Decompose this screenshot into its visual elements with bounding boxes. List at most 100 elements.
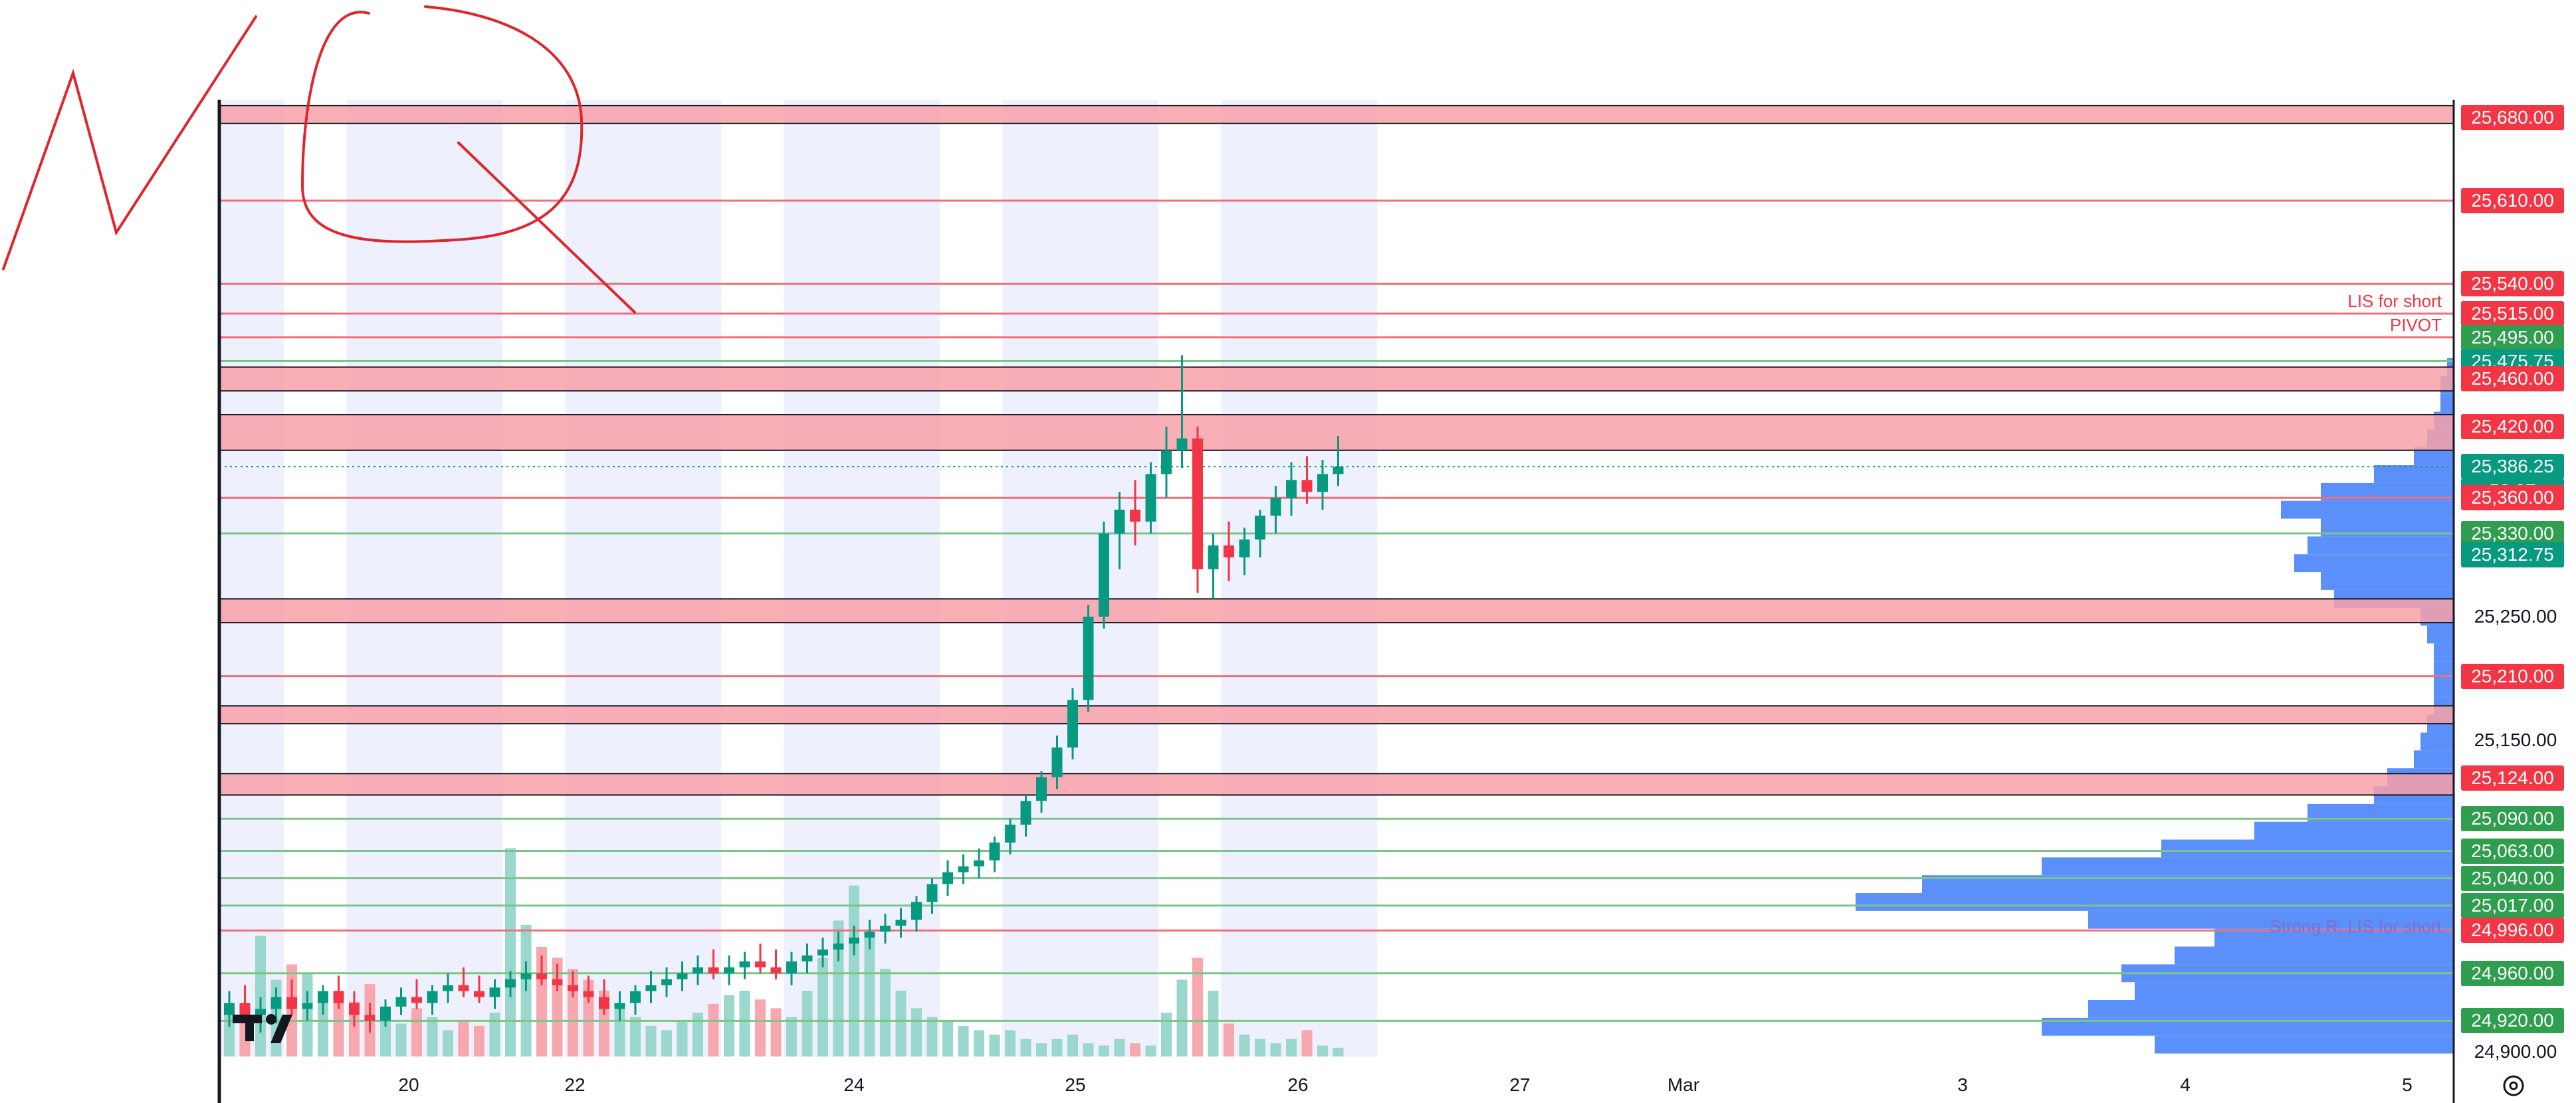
session-band bbox=[784, 100, 940, 1056]
volume-bar bbox=[1051, 1039, 1063, 1056]
volume-bar bbox=[255, 936, 266, 1056]
candle-body bbox=[880, 926, 891, 932]
volume-bar bbox=[974, 1030, 984, 1056]
volume-bar bbox=[802, 991, 813, 1056]
time-axis: 20 22 24 25 26 27 Mar 3 4 5 bbox=[398, 1074, 2412, 1095]
volume-bar bbox=[911, 1008, 922, 1056]
candle-body bbox=[1145, 474, 1156, 522]
zone-box bbox=[219, 598, 2454, 624]
candle-body bbox=[505, 979, 516, 988]
candle-body bbox=[1099, 533, 1109, 617]
candle-body bbox=[568, 985, 578, 991]
profile-bar bbox=[2135, 982, 2454, 1001]
volume-bar bbox=[849, 885, 859, 1056]
candle-body bbox=[536, 973, 547, 979]
hand-drawn-loop bbox=[300, 5, 584, 243]
price-label: 25,386.25 bbox=[2461, 454, 2564, 480]
candle-body bbox=[1301, 480, 1313, 492]
price-label: 25,460.00 bbox=[2461, 366, 2564, 392]
volume-bar bbox=[458, 1021, 469, 1056]
volume-bar bbox=[1020, 1039, 1031, 1056]
volume-bar bbox=[333, 991, 344, 1056]
candle-body bbox=[1161, 450, 1172, 474]
volume-bar bbox=[489, 1013, 500, 1056]
candle-body bbox=[1208, 545, 1219, 569]
volume-bar bbox=[1130, 1043, 1140, 1056]
price-label: 24,960.00 bbox=[2461, 960, 2564, 986]
volume-bar bbox=[1145, 1045, 1156, 1056]
profile-bar bbox=[2042, 857, 2454, 876]
price-label: 25,017.00 bbox=[2461, 892, 2564, 918]
volume-bar bbox=[380, 1013, 391, 1056]
candle-body bbox=[989, 843, 1000, 860]
candle-body bbox=[395, 997, 407, 1007]
price-label: 25,610.00 bbox=[2461, 188, 2564, 214]
x-tick-label: 27 bbox=[1509, 1074, 1530, 1095]
candle-body bbox=[770, 967, 782, 973]
candle-body bbox=[1005, 825, 1016, 843]
chart-annotation: Strong R, LIS for short bbox=[2270, 916, 2442, 936]
candle-body bbox=[270, 997, 282, 1009]
candle-body bbox=[318, 991, 328, 1003]
volume-bar bbox=[786, 1017, 797, 1056]
volume-bar bbox=[427, 1017, 438, 1056]
candle-body bbox=[926, 884, 938, 902]
volume-bar bbox=[958, 1025, 969, 1056]
candle-body bbox=[552, 979, 563, 985]
candle-body bbox=[817, 950, 828, 955]
y-tick-label: 25,250.00 bbox=[2474, 606, 2557, 627]
drawing-annotation bbox=[2, 5, 636, 314]
price-label: 25,515.00 bbox=[2461, 300, 2564, 326]
candle-body bbox=[864, 932, 875, 938]
candle-body bbox=[833, 944, 844, 950]
price-label: 25,063.00 bbox=[2461, 838, 2564, 864]
candle-body bbox=[583, 991, 594, 997]
volume-bar bbox=[318, 995, 328, 1056]
volume-bar bbox=[1176, 979, 1188, 1056]
session-band bbox=[565, 100, 722, 1056]
candle-body bbox=[755, 961, 766, 967]
level-lines bbox=[219, 199, 2454, 1022]
volume-bar bbox=[1270, 1043, 1281, 1056]
volume-bar bbox=[1036, 1043, 1047, 1056]
profile-bar bbox=[2374, 465, 2454, 483]
candle-body bbox=[411, 997, 422, 1003]
session-band bbox=[1002, 100, 1159, 1056]
candle-body bbox=[895, 920, 907, 926]
candle-body bbox=[614, 1003, 625, 1009]
price-label: 25,090.00 bbox=[2461, 806, 2564, 832]
chart-annotation: PIVOT bbox=[2389, 314, 2442, 335]
volume-bar bbox=[708, 1003, 719, 1056]
candle-body bbox=[645, 985, 657, 991]
candle-body bbox=[1067, 700, 1078, 748]
volume-bar bbox=[1317, 1045, 1328, 1056]
volume-bar bbox=[724, 995, 734, 1056]
profile-bar bbox=[2440, 393, 2454, 412]
volume-bar bbox=[926, 1017, 938, 1056]
price-label: 25,540.00 bbox=[2461, 271, 2564, 297]
x-tick-label: Mar bbox=[1667, 1074, 1699, 1095]
volume-bar bbox=[1083, 1043, 1094, 1056]
candle-body bbox=[286, 997, 297, 1009]
x-tick-label: 24 bbox=[843, 1074, 864, 1095]
profile-bar bbox=[2427, 625, 2454, 644]
candle-body bbox=[708, 967, 719, 973]
volume-profile bbox=[1856, 358, 2454, 1054]
candle-body bbox=[1083, 617, 1094, 700]
settings-gear-icon[interactable] bbox=[2503, 1075, 2524, 1096]
volume-bar bbox=[1099, 1045, 1109, 1056]
candle-body bbox=[786, 961, 797, 973]
volume-bar bbox=[833, 920, 844, 1056]
volume-bar bbox=[411, 1008, 422, 1056]
candle-body bbox=[911, 902, 922, 920]
chart-annotation: LIS for short bbox=[2347, 290, 2442, 311]
candle-body bbox=[255, 1009, 266, 1015]
tradingview-logo-icon bbox=[233, 1014, 292, 1043]
candle-body bbox=[1286, 480, 1297, 498]
profile-bar bbox=[2414, 750, 2454, 769]
candle-body bbox=[1020, 801, 1031, 825]
profile-bar bbox=[2175, 946, 2454, 965]
candle-body bbox=[1255, 516, 1265, 540]
price-label: 24,996.00 bbox=[2461, 918, 2564, 944]
